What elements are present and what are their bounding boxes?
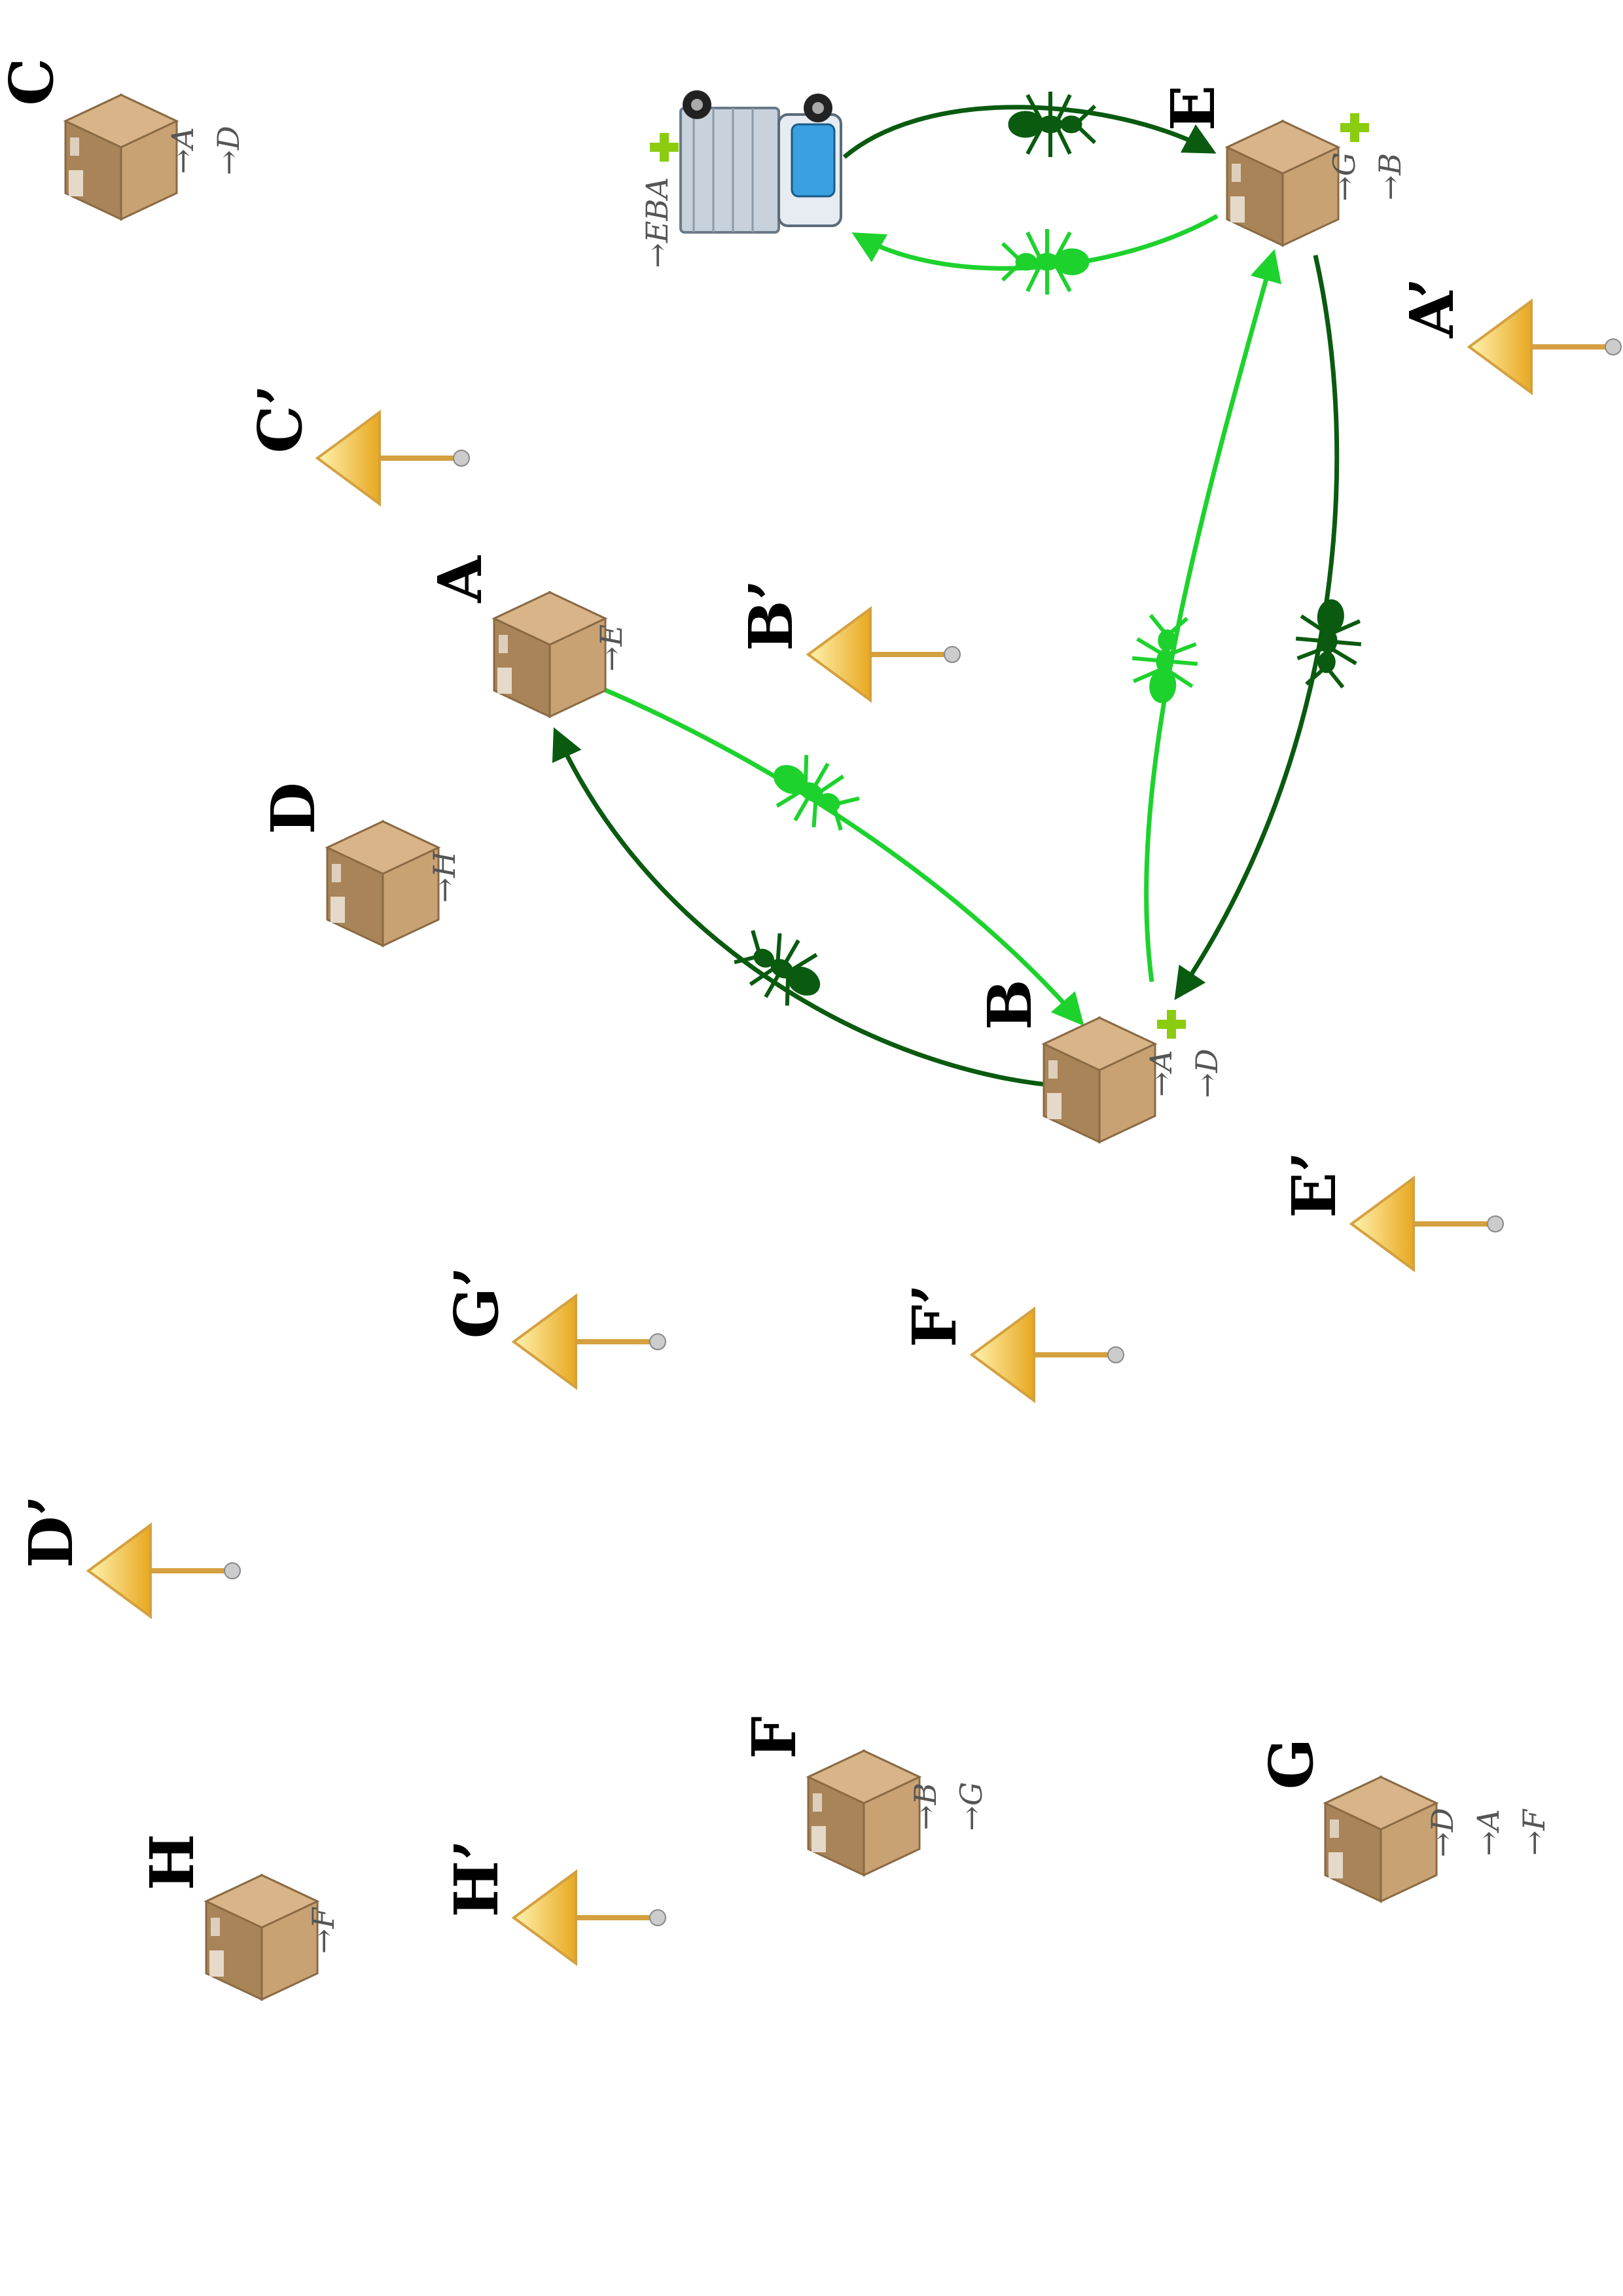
box-icon <box>807 1749 921 1876</box>
destination-label: →H <box>427 851 462 903</box>
sign-icon <box>1468 300 1622 394</box>
destination-label: →B <box>908 1783 943 1830</box>
depot-label: F <box>739 1716 810 1759</box>
destination-label: →D <box>1189 1049 1224 1098</box>
depot-c: C →A →D <box>0 58 246 221</box>
destination-label: →E <box>594 624 629 672</box>
box-icon <box>1324 1776 1438 1903</box>
sign-icon <box>807 607 961 702</box>
sign-h-prime: H’ <box>441 1840 667 1965</box>
sign-label: E’ <box>1279 1151 1349 1218</box>
depot-h: H →F <box>137 1834 341 2001</box>
depot-label: B <box>974 979 1045 1030</box>
depot-label: G <box>1256 1738 1327 1790</box>
depot-a: A →E <box>425 555 629 718</box>
destination-label: →B <box>1372 153 1408 200</box>
sign-icon <box>87 1524 241 1618</box>
edge-a-to-b <box>597 685 1084 1026</box>
destination-label: →D <box>1425 1808 1460 1857</box>
sign-label: C’ <box>245 384 315 453</box>
sign-g-prime: G’ <box>441 1266 667 1389</box>
sign-f-prime: F’ <box>899 1283 1125 1402</box>
destination-label: →A <box>165 127 200 174</box>
ant-icon <box>759 743 866 843</box>
sign-label: G’ <box>441 1266 512 1339</box>
sign-label: B’ <box>736 579 806 651</box>
box-icon <box>1226 120 1340 247</box>
edge-b-to-e <box>1129 249 1282 982</box>
ant-icon <box>1129 614 1202 706</box>
ant-icon <box>1008 92 1095 157</box>
destination-label: →G <box>1327 152 1362 201</box>
depot-d: D →H <box>258 782 462 947</box>
edge-path <box>597 685 1084 1026</box>
box-icon <box>1043 1016 1156 1143</box>
edge-e-to-b <box>1174 255 1364 1001</box>
ant-icon <box>727 918 834 1018</box>
sign-icon <box>1350 1177 1505 1271</box>
destination-label: →F <box>306 1907 341 1954</box>
destination-label: →F <box>1516 1808 1552 1856</box>
depot-label: H <box>137 1834 207 1891</box>
depot-e: E →G →B <box>1158 85 1408 247</box>
edge-path <box>842 105 1217 159</box>
destination-label: →G <box>954 1782 989 1831</box>
sign-a-prime: A’ <box>1397 278 1622 394</box>
sign-label: H’ <box>441 1840 512 1918</box>
sign-label: A’ <box>1397 278 1467 339</box>
sign-c-prime: C’ <box>245 384 471 505</box>
plus-icon <box>650 133 679 162</box>
depot-label: C <box>0 58 67 105</box>
sign-d-prime: D’ <box>16 1495 241 1618</box>
sign-icon <box>512 1295 667 1389</box>
truck-route-label: →EBA <box>639 177 675 268</box>
sign-icon <box>316 411 471 505</box>
depot-label: A <box>425 555 495 603</box>
sign-b-prime: B’ <box>736 579 961 702</box>
destination-label: →A <box>1471 1809 1506 1856</box>
edge-path <box>1144 249 1282 982</box>
truck-icon <box>679 89 842 234</box>
depot-b: B →A →D <box>974 979 1224 1143</box>
sign-e-prime: E’ <box>1279 1151 1505 1271</box>
edge-path <box>552 727 1067 1089</box>
destination-label: →D <box>211 126 246 175</box>
depot-label: D <box>258 782 329 834</box>
box-icon <box>205 1874 319 2001</box>
sign-icon <box>971 1308 1125 1402</box>
truck: →EBA <box>639 89 842 268</box>
sign-label: D’ <box>16 1495 86 1568</box>
box-icon <box>493 591 607 718</box>
ant-icon <box>1292 597 1364 689</box>
plus-icon <box>1340 113 1369 142</box>
edge-b-to-a <box>552 727 1067 1089</box>
plus-icon <box>1157 1010 1186 1039</box>
depot-label: E <box>1158 85 1228 131</box>
depot-g: G →D →A →F <box>1256 1738 1552 1903</box>
destination-label: →A <box>1143 1050 1179 1097</box>
edge-e-to-truck <box>851 213 1219 295</box>
box-icon <box>326 820 440 947</box>
edge-truck-to-e <box>842 92 1217 159</box>
nodes-layer: A→EB→A →DC→A →DD→HE→G →BF→B →GG→D →A →FH→FA’B’… <box>0 58 1622 2001</box>
edges-layer <box>552 92 1364 1089</box>
sign-label: F’ <box>899 1283 970 1347</box>
ant-icon <box>1003 229 1089 295</box>
box-icon <box>64 94 178 221</box>
depot-f: F →B →G <box>739 1716 989 1876</box>
sign-icon <box>512 1871 667 1965</box>
